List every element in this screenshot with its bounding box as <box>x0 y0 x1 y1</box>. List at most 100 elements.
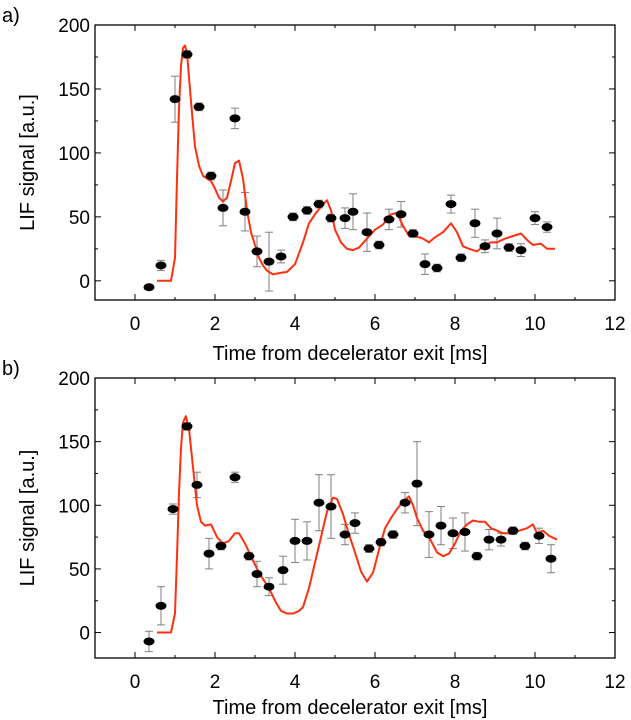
plot-frame <box>94 24 616 301</box>
data-point <box>383 215 395 224</box>
x-tick-label: 12 <box>604 672 625 693</box>
data-point <box>469 219 481 228</box>
x-axis-label: Time from decelerator exit [ms] <box>213 697 488 719</box>
data-point <box>167 505 179 514</box>
data-point <box>407 229 419 238</box>
x-tick-label: 10 <box>524 672 545 693</box>
data-point <box>447 529 459 538</box>
y-axis-label: LIF signal [a.u.] <box>17 94 39 231</box>
data-point <box>263 257 275 266</box>
y-tick-label: 100 <box>58 496 90 517</box>
panel-label: b) <box>2 358 20 380</box>
data-point <box>445 200 457 209</box>
x-tick-label: 8 <box>450 672 461 693</box>
data-point <box>301 206 313 215</box>
data-point <box>277 566 289 575</box>
data-point <box>239 207 251 216</box>
data-point <box>387 530 399 539</box>
y-tick-label: 50 <box>69 208 90 229</box>
data-point <box>363 544 375 553</box>
plot-content <box>143 44 555 292</box>
data-point <box>479 242 491 251</box>
data-point <box>203 549 215 558</box>
data-point <box>349 519 361 528</box>
y-tick-label: 0 <box>79 272 90 293</box>
data-point <box>287 212 299 221</box>
data-point <box>263 582 275 591</box>
x-tick-label: 8 <box>450 314 461 335</box>
data-point <box>541 223 553 232</box>
data-point <box>155 261 167 270</box>
data-point <box>419 260 431 269</box>
data-point <box>275 252 287 261</box>
y-tick-label: 50 <box>69 560 90 581</box>
data-point <box>459 528 471 536</box>
data-point <box>529 214 541 223</box>
data-point <box>533 531 545 540</box>
x-tick-label: 0 <box>130 672 141 693</box>
x-tick-label: 6 <box>370 314 381 335</box>
data-point <box>289 536 301 545</box>
data-point <box>169 95 181 104</box>
x-tick-label: 6 <box>370 672 381 693</box>
y-tick-label: 150 <box>58 80 90 101</box>
data-point <box>215 542 227 550</box>
data-point <box>455 253 467 262</box>
data-point <box>205 171 217 180</box>
data-point <box>395 210 407 219</box>
data-point <box>193 102 205 111</box>
data-point <box>347 207 359 216</box>
x-tick-label: 10 <box>524 314 545 335</box>
data-point <box>143 283 155 292</box>
data-point <box>217 203 229 212</box>
data-point <box>545 554 557 563</box>
data-point <box>181 422 193 431</box>
data-point <box>313 498 325 507</box>
panel-b: b) 0 2 4 6 8 10 12 0 50 100 150 200 Time from deceler… <box>2 358 626 719</box>
data-point <box>251 247 263 256</box>
data-point <box>495 535 507 544</box>
y-axis-label: LIF signal [a.u.] <box>17 450 39 587</box>
data-point <box>483 535 495 544</box>
data-point <box>191 480 203 489</box>
panel-a: a) 0 2 4 6 8 10 12 0 50 100 150 200 Time from deceler… <box>2 5 626 365</box>
y-tick-label: 150 <box>58 433 90 454</box>
plot-frame <box>94 377 616 659</box>
x-tick-label: 0 <box>130 314 141 335</box>
data-point <box>229 114 241 123</box>
plot-content <box>143 415 558 653</box>
x-tick-label: 12 <box>604 314 625 335</box>
y-tick-label: 200 <box>58 369 90 390</box>
data-point <box>361 228 373 237</box>
x-tick-label: 4 <box>290 672 301 693</box>
data-point <box>251 570 263 578</box>
simulation-line <box>157 415 558 634</box>
data-point <box>243 552 255 561</box>
simulation-line <box>157 44 555 282</box>
data-point <box>313 200 325 209</box>
data-point <box>515 246 527 255</box>
data-point <box>507 526 519 535</box>
data-point <box>411 479 423 488</box>
data-point <box>373 241 385 249</box>
data-point <box>471 552 483 561</box>
data-point <box>423 530 435 539</box>
data-point <box>491 229 503 238</box>
x-tick-label: 2 <box>210 314 221 335</box>
data-point <box>181 50 193 59</box>
data-point <box>431 264 443 273</box>
data-point <box>435 521 447 530</box>
x-tick-label: 2 <box>210 672 221 693</box>
data-point <box>519 542 531 550</box>
data-point <box>301 536 313 545</box>
data-point <box>339 530 351 539</box>
x-tick-label: 4 <box>290 314 301 335</box>
y-tick-label: 100 <box>58 144 90 165</box>
data-point <box>503 243 515 252</box>
data-point <box>325 214 337 223</box>
panel-label: a) <box>2 5 20 27</box>
x-axis-label: Time from decelerator exit [ms] <box>213 343 488 365</box>
data-point <box>325 502 337 511</box>
data-point <box>143 637 155 646</box>
data-point <box>375 538 387 547</box>
